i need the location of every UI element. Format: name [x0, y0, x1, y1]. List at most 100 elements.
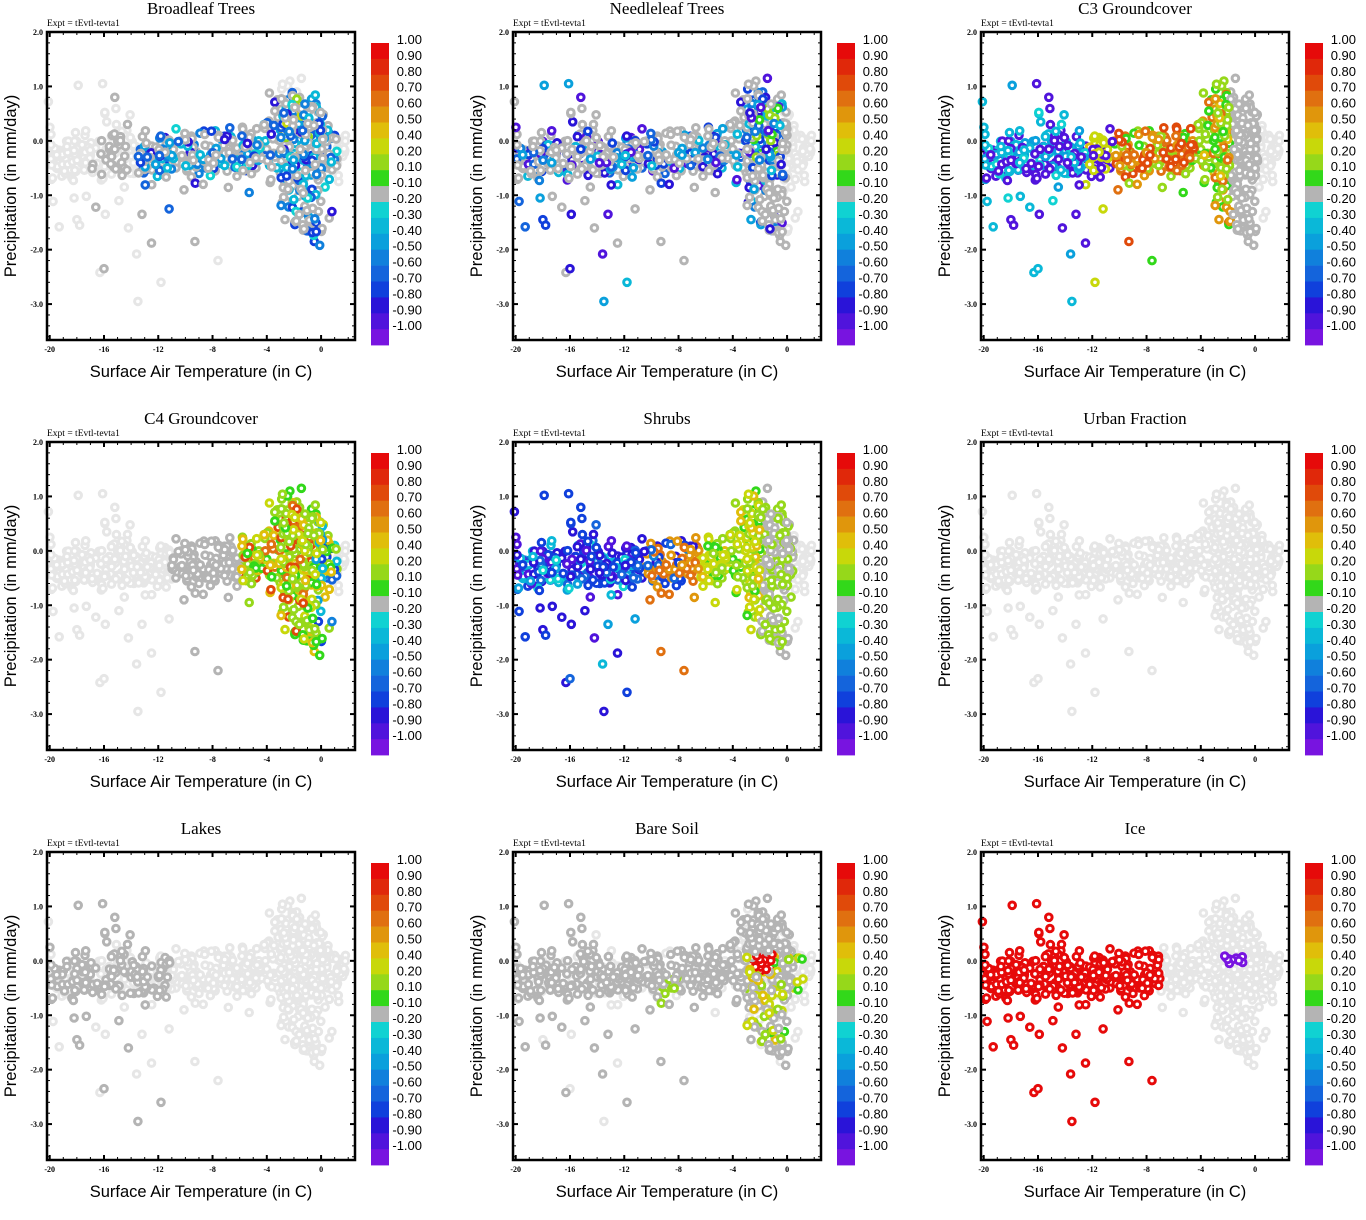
background-point: [127, 112, 134, 119]
background-point: [130, 570, 137, 577]
data-point: [312, 92, 319, 99]
data-point: [1226, 104, 1233, 111]
data-point: [202, 552, 209, 559]
data-point: [1213, 81, 1220, 88]
data-point: [536, 587, 543, 594]
colorbar-label: -0.50: [858, 649, 888, 664]
colorbar-segment: [1305, 170, 1323, 186]
data-point: [712, 599, 719, 606]
background-point: [112, 504, 119, 511]
data-point: [122, 143, 129, 150]
x-tick-label: -8: [209, 755, 216, 764]
data-point: [253, 125, 260, 132]
data-point: [691, 594, 698, 601]
data-point: [302, 577, 309, 584]
colorbar-segment: [371, 676, 389, 692]
background-point: [127, 522, 134, 529]
colorbar-segment: [837, 644, 855, 660]
background-point: [50, 198, 57, 205]
data-point: [248, 580, 255, 587]
data-point: [676, 570, 683, 577]
data-point: [734, 131, 741, 138]
data-point: [1131, 152, 1138, 159]
data-point: [1134, 181, 1141, 188]
colorbar-label: -0.30: [858, 207, 888, 222]
colorbar-label: 0.90: [863, 458, 888, 473]
data-point: [318, 109, 325, 116]
data-point: [98, 171, 105, 178]
data-point: [738, 518, 745, 525]
data-point: [1234, 190, 1241, 197]
background-point: [1263, 618, 1270, 625]
data-point: [1016, 128, 1023, 135]
colorbar-segment: [371, 517, 389, 533]
background-point: [1168, 583, 1175, 590]
data-point: [658, 648, 665, 655]
data-point: [767, 636, 774, 643]
data-point: [714, 170, 721, 177]
colorbar-label: -0.40: [1326, 223, 1356, 238]
data-point: [302, 167, 309, 174]
data-point: [596, 160, 603, 167]
y-tick-label: 1.0: [499, 82, 509, 91]
data-point: [181, 597, 188, 604]
background-point: [1275, 145, 1282, 152]
data-point: [312, 216, 319, 223]
data-point: [560, 160, 567, 167]
data-point: [244, 140, 251, 147]
data-point: [567, 163, 574, 170]
data-point: [541, 492, 548, 499]
data-point: [1107, 126, 1114, 133]
data-point: [312, 502, 319, 509]
data-point: [700, 173, 707, 180]
colorbar-segment: [837, 453, 855, 469]
background-point: [72, 129, 79, 136]
data-point: [574, 543, 581, 550]
data-point: [744, 544, 751, 551]
colorbar-segment: [371, 297, 389, 313]
background-point: [163, 584, 170, 591]
x-tick-label: 0: [319, 755, 323, 764]
colorbar-label: 0.80: [1331, 64, 1356, 79]
data-point: [271, 122, 278, 129]
data-point: [622, 152, 629, 159]
colorbar-label: -0.50: [392, 239, 422, 254]
colorbar-label: -0.80: [392, 696, 422, 711]
data-point: [998, 143, 1005, 150]
background-point: [74, 567, 81, 574]
data-point: [1200, 90, 1207, 97]
data-point: [326, 586, 333, 593]
data-point: [289, 576, 296, 583]
data-point: [1163, 156, 1170, 163]
data-point: [1061, 112, 1068, 119]
background-point: [48, 142, 55, 149]
data-point: [783, 537, 790, 544]
colorbar-label: -0.20: [858, 601, 888, 616]
correlation-points: [511, 485, 797, 715]
data-point: [779, 171, 786, 178]
data-point: [610, 564, 617, 571]
data-point: [173, 536, 180, 543]
colorbar-segment: [1305, 266, 1323, 282]
data-point: [282, 216, 289, 223]
x-tick-label: -4: [729, 755, 736, 764]
data-point: [593, 544, 600, 551]
data-point: [541, 82, 548, 89]
data-point: [1224, 117, 1231, 124]
experiment-label: Expt = tEvtl-tevta1: [513, 429, 586, 439]
data-point: [766, 600, 773, 607]
data-point: [1149, 257, 1156, 264]
data-point: [608, 538, 615, 545]
data-point: [1202, 176, 1209, 183]
colorbar-segment: [837, 564, 855, 580]
data-point: [778, 92, 785, 99]
data-point: [785, 546, 792, 553]
data-point: [578, 556, 585, 563]
data-point: [734, 586, 741, 593]
y-tick-label: -2.0: [30, 656, 43, 665]
data-point: [566, 585, 573, 592]
data-point: [710, 550, 717, 557]
data-point: [756, 157, 763, 164]
data-point: [1212, 134, 1219, 141]
background-point: [1082, 650, 1089, 657]
